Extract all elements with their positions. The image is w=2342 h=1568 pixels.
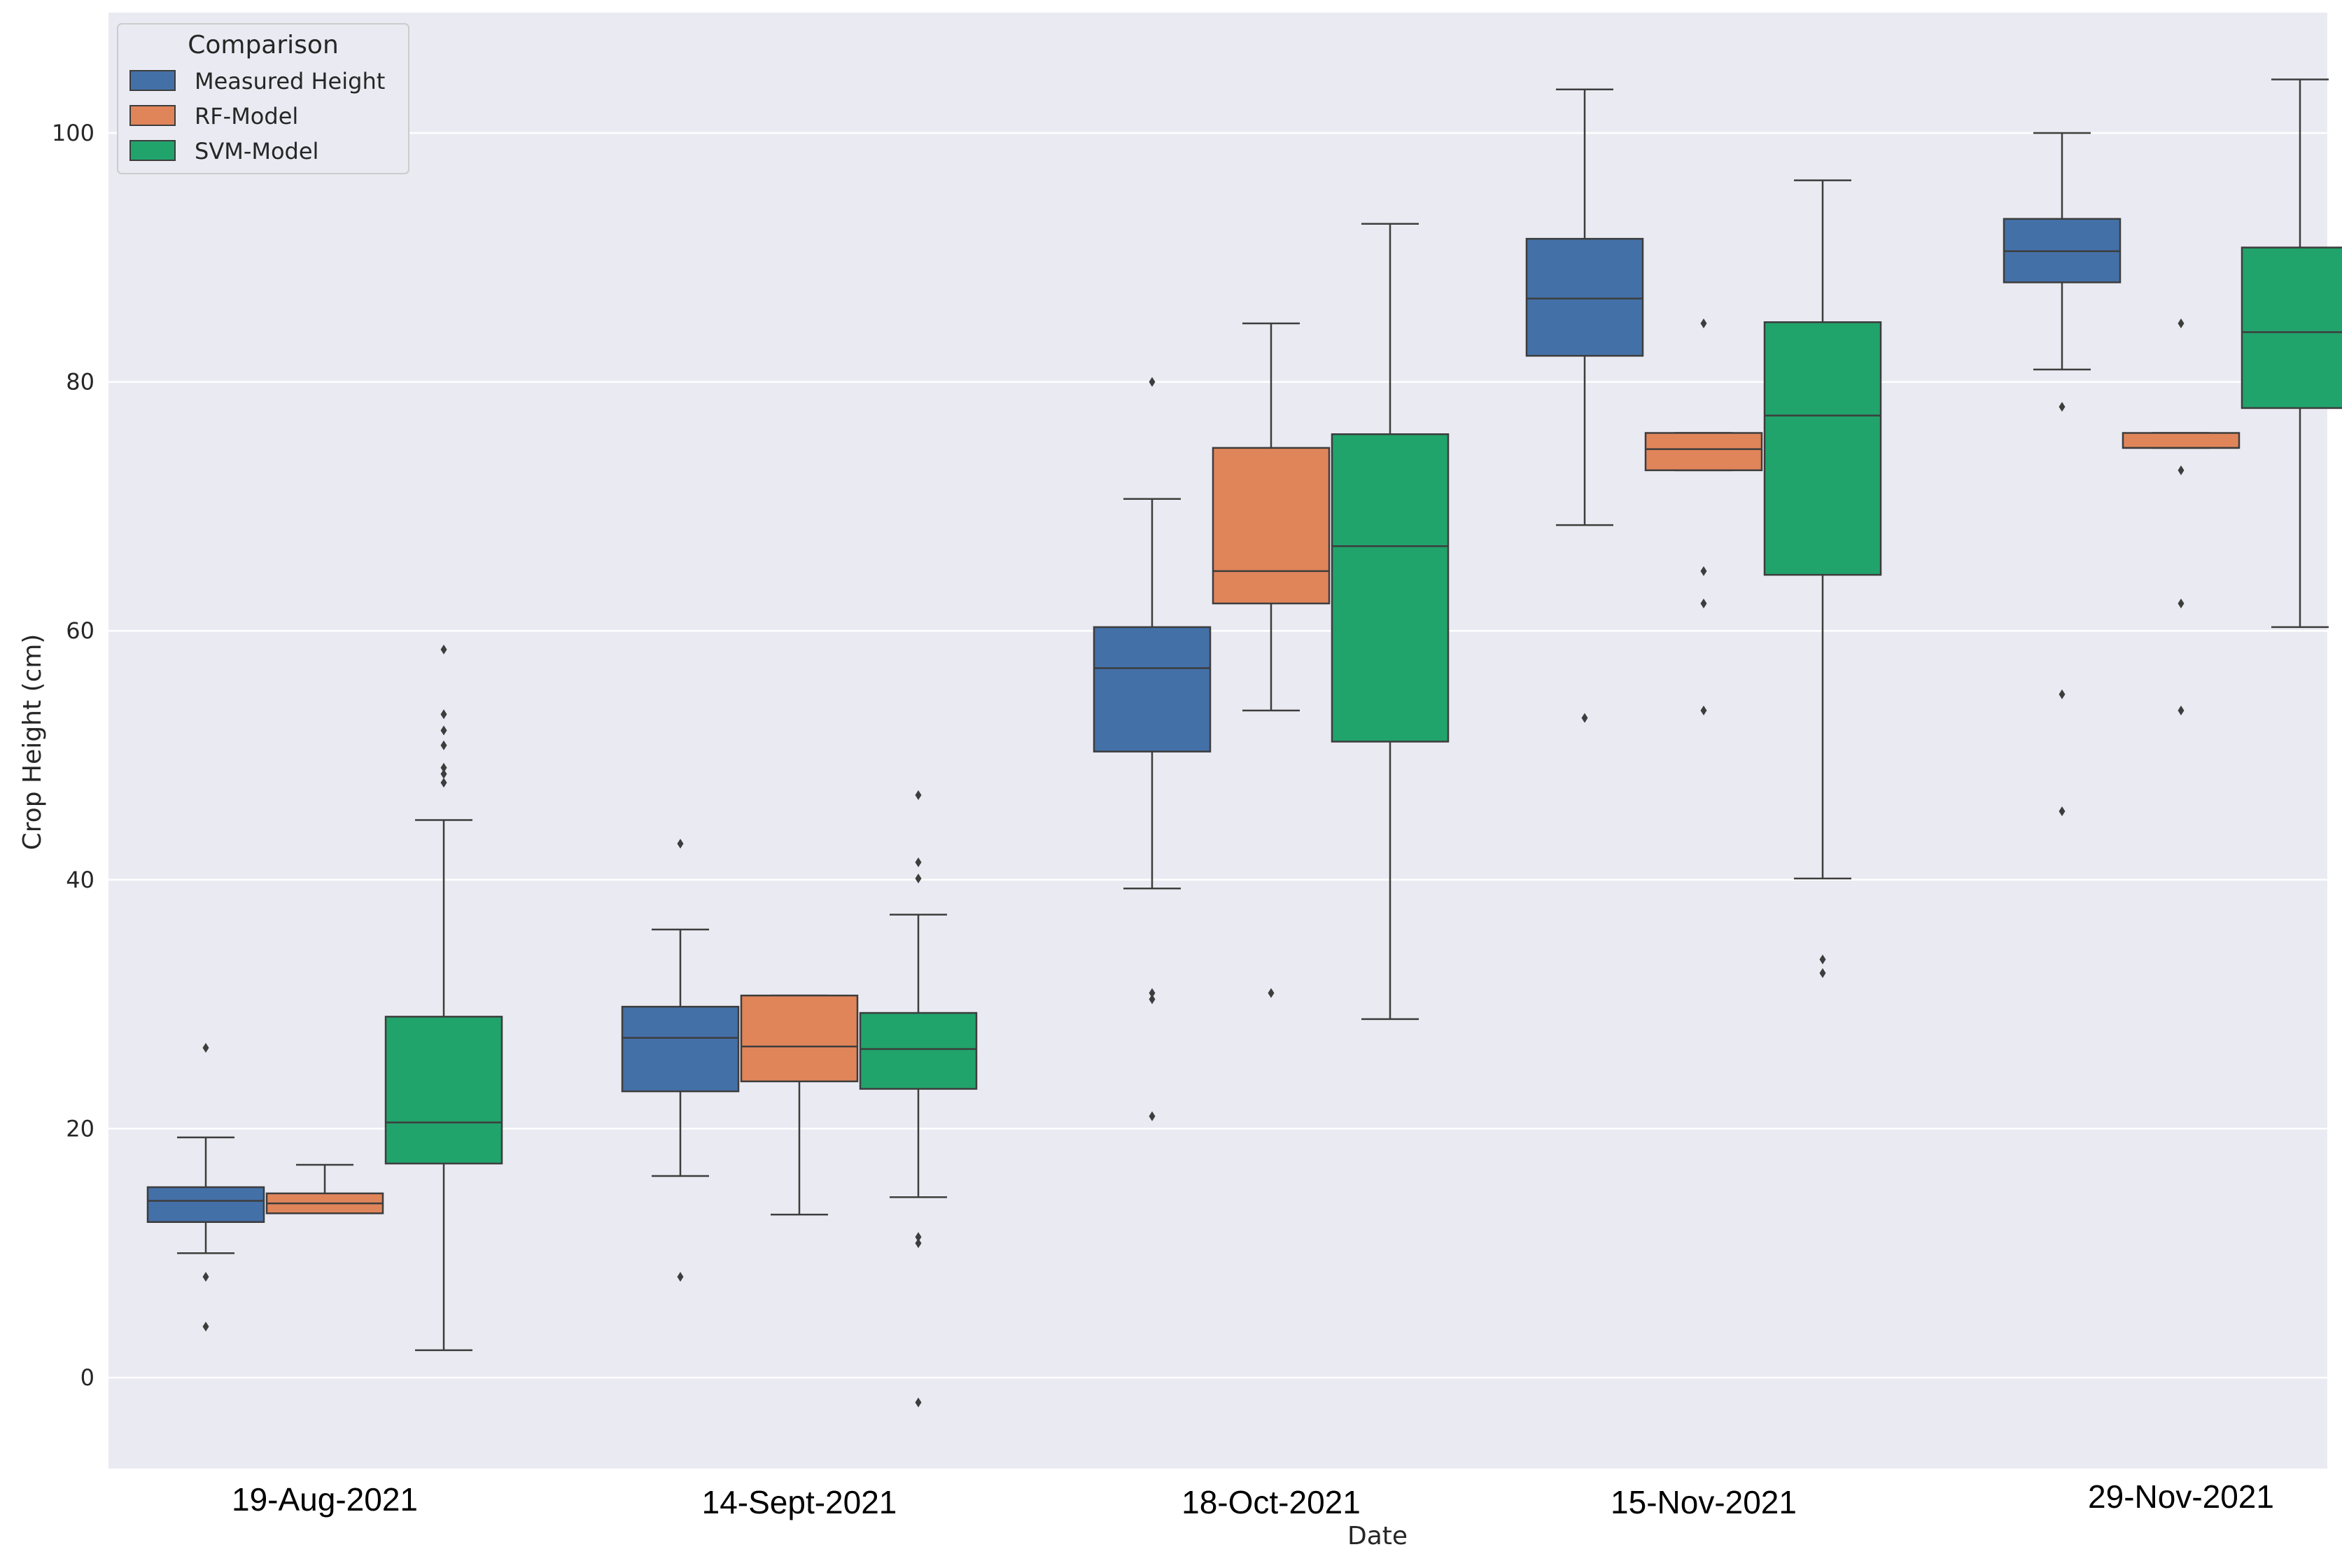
y-tick-label-100: 100 <box>52 120 94 146</box>
outlier-svm-model-1-5 <box>915 1397 922 1408</box>
outlier-measured-height-2-2 <box>1149 994 1156 1004</box>
outlier-rf-model-4-1 <box>2178 465 2185 475</box>
outlier-measured-height-0-1 <box>202 1271 209 1282</box>
box-group-measured-height-2 <box>1093 377 1212 1121</box>
outlier-measured-height-1-1 <box>677 1271 684 1282</box>
box-svm-model-3 <box>1763 321 1882 576</box>
box-group-rf-model-0 <box>265 1163 384 1214</box>
legend-swatch-1 <box>129 105 176 126</box>
outlier-svm-model-1-4 <box>915 1238 922 1248</box>
box-group-measured-height-3 <box>1525 88 1644 723</box>
outlier-rf-model-3-0 <box>1700 318 1707 329</box>
box-group-rf-model-4 <box>2122 318 2241 715</box>
box-group-svm-model-1 <box>859 790 978 1408</box>
box-measured-height-3 <box>1525 237 1644 357</box>
y-axis-title: Crop Height (cm) <box>18 634 47 850</box>
y-tick-label-80: 80 <box>66 369 94 396</box>
outlier-rf-model-3-3 <box>1700 705 1707 715</box>
outlier-rf-model-4-2 <box>2178 598 2185 609</box>
box-svm-model-0 <box>384 1016 503 1165</box>
y-tick-label-20: 20 <box>66 1115 94 1142</box>
box-rf-model-3 <box>1644 432 1763 472</box>
box-group-svm-model-2 <box>1331 223 1450 1021</box>
box-measured-height-1 <box>621 1005 740 1093</box>
box-measured-height-0 <box>146 1186 265 1223</box>
outlier-measured-height-0-0 <box>202 1042 209 1053</box>
outlier-measured-height-2-0 <box>1149 377 1156 387</box>
box-group-rf-model-3 <box>1644 318 1763 715</box>
box-measured-height-2 <box>1093 626 1212 752</box>
legend-label-1: RF-Model <box>195 103 298 130</box>
y-tick-label-0: 0 <box>80 1364 94 1391</box>
outlier-svm-model-3-1 <box>1819 968 1826 979</box>
legend-title: Comparison <box>188 31 339 59</box>
y-axis-ticks: 0 20 40 60 80 100 <box>52 120 94 1391</box>
box-group-measured-height-0 <box>146 1042 265 1332</box>
box-rf-model-2 <box>1212 447 1331 605</box>
outlier-measured-height-3-0 <box>1581 713 1588 723</box>
outlier-svm-model-1-2 <box>915 874 922 884</box>
outlier-svm-model-0-5 <box>440 769 447 779</box>
outlier-measured-height-1-0 <box>677 839 684 849</box>
box-group-rf-model-2 <box>1212 322 1331 998</box>
legend-frame <box>117 23 409 174</box>
boxes <box>146 78 2342 1408</box>
box-svm-model-1 <box>859 1011 978 1090</box>
box-rf-model-4 <box>2122 432 2241 449</box>
box-svm-model-4 <box>2241 246 2342 410</box>
x-tick-label-1: 14-Sept-2021 <box>702 1484 897 1520</box>
x-tick-label-2: 18-Oct-2021 <box>1181 1484 1361 1520</box>
box-group-measured-height-4 <box>2003 132 2122 817</box>
legend-swatch-0 <box>129 70 176 91</box>
outlier-measured-height-4-2 <box>2059 806 2066 817</box>
legend-entries: Measured Height RF-Model SVM-Model <box>129 68 385 164</box>
plot-area-background <box>108 13 2327 1469</box>
legend-label-0: Measured Height <box>195 68 385 94</box>
outlier-svm-model-1-0 <box>915 790 922 800</box>
outlier-svm-model-0-6 <box>440 778 447 788</box>
outlier-measured-height-0-2 <box>202 1322 209 1332</box>
outlier-svm-model-0-1 <box>440 709 447 720</box>
legend-swatch-2 <box>129 140 176 161</box>
box-group-svm-model-4 <box>2241 78 2342 629</box>
outlier-svm-model-0-2 <box>440 725 447 736</box>
x-tick-label-3: 15-Nov-2021 <box>1611 1484 1797 1520</box>
outlier-svm-model-3-0 <box>1819 954 1826 965</box>
outlier-rf-model-3-2 <box>1700 598 1707 609</box>
outlier-svm-model-0-0 <box>440 644 447 654</box>
outlier-svm-model-0-3 <box>440 740 447 750</box>
outlier-measured-height-4-0 <box>2059 402 2066 412</box>
outlier-rf-model-4-0 <box>2178 318 2185 329</box>
outlier-rf-model-4-3 <box>2178 705 2185 715</box>
outlier-rf-model-2-0 <box>1268 988 1275 998</box>
x-tick-label-4: 29-Nov-2021 <box>2088 1478 2274 1515</box>
y-tick-label-60: 60 <box>66 617 94 644</box>
x-tick-label-0: 19-Aug-2021 <box>232 1481 418 1518</box>
box-rf-model-1 <box>740 994 859 1083</box>
outlier-svm-model-1-3 <box>915 1232 922 1242</box>
x-axis-ticks: 19-Aug-2021 14-Sept-2021 18-Oct-2021 15-Nov… <box>232 1478 2274 1520</box>
legend-label-2: SVM-Model <box>195 138 318 164</box>
outlier-measured-height-4-1 <box>2059 689 2066 699</box>
x-axis-title: Date <box>1347 1522 1408 1550</box>
outlier-svm-model-1-1 <box>915 857 922 867</box>
box-group-rf-model-1 <box>740 994 859 1216</box>
legend: Comparison Measured Height RF-Model SVM-Mo… <box>117 23 409 174</box>
outlier-measured-height-2-3 <box>1149 1111 1156 1121</box>
outlier-rf-model-3-1 <box>1700 566 1707 576</box>
box-group-svm-model-0 <box>384 644 503 1352</box>
outlier-measured-height-2-1 <box>1149 988 1156 998</box>
box-group-svm-model-3 <box>1763 179 1882 979</box>
outlier-svm-model-0-4 <box>440 762 447 773</box>
box-svm-model-2 <box>1331 433 1450 743</box>
box-group-measured-height-1 <box>621 839 740 1282</box>
y-tick-label-40: 40 <box>66 867 94 893</box>
